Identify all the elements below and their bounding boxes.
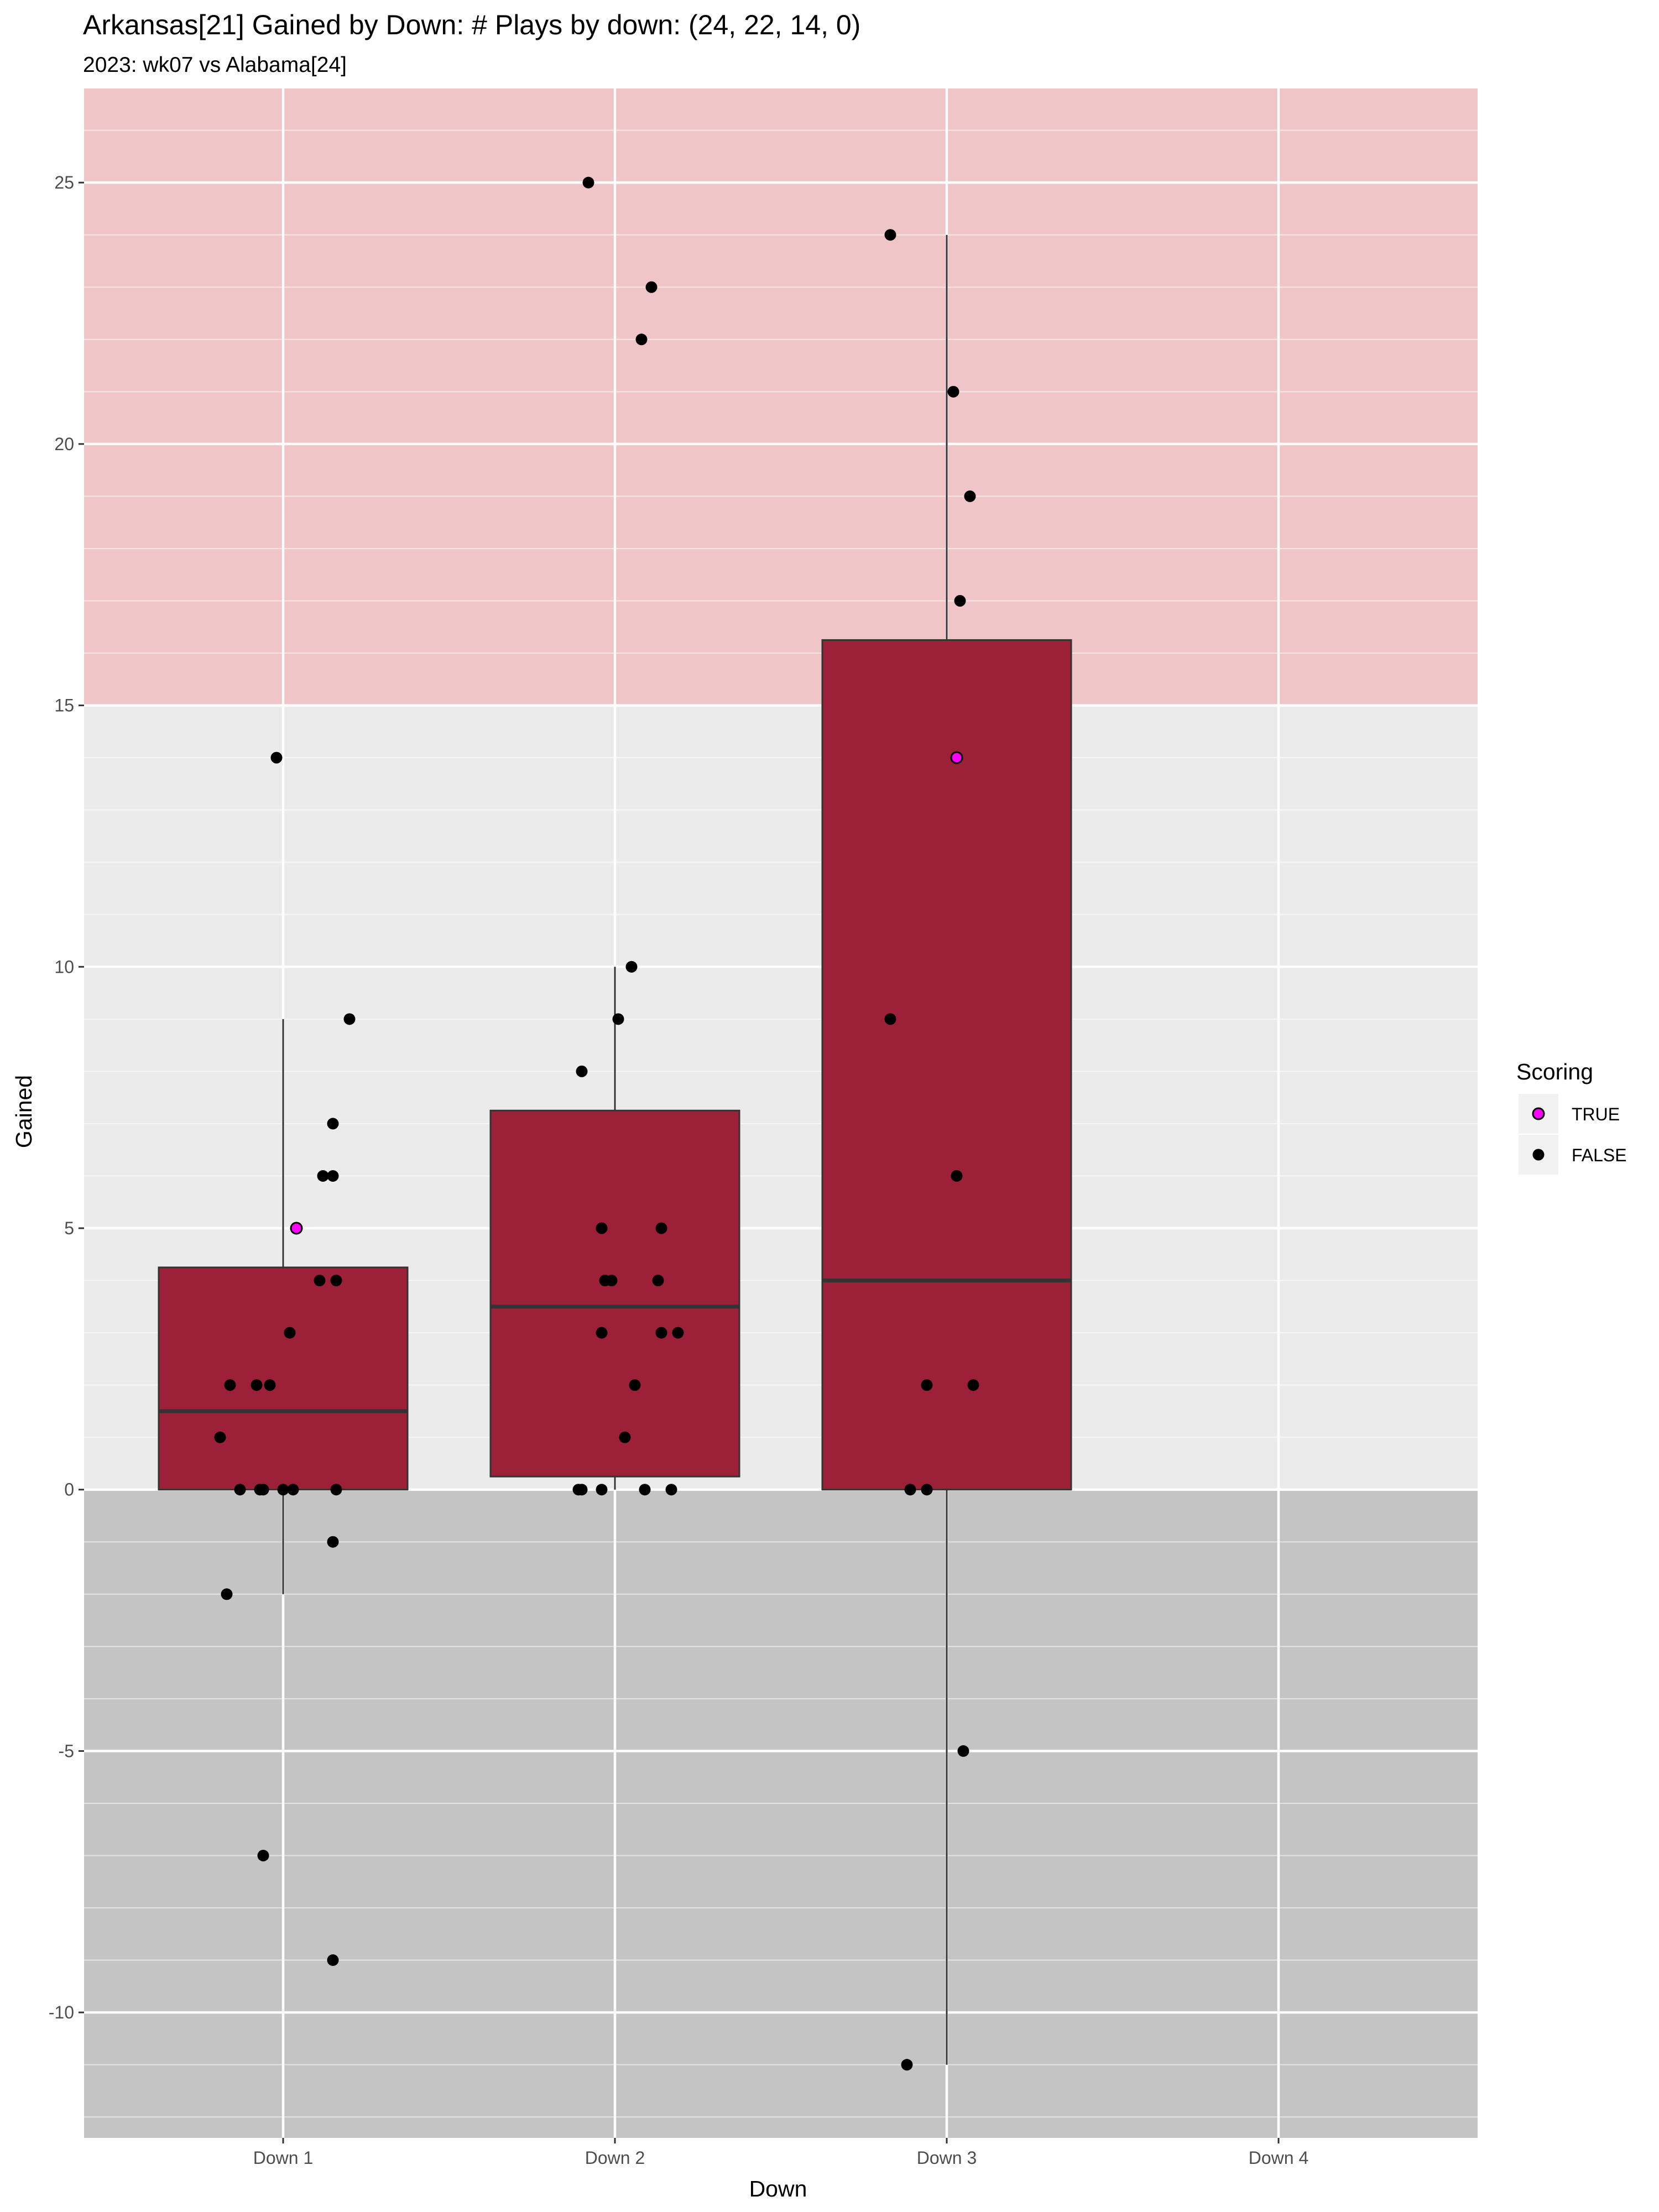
- data-point: [672, 1327, 684, 1339]
- data-point: [317, 1170, 329, 1182]
- data-point: [954, 595, 966, 607]
- data-point: [257, 1484, 269, 1496]
- data-point: [327, 1118, 339, 1130]
- data-point: [596, 1222, 608, 1234]
- chart-subtitle: 2023: wk07 vs Alabama[24]: [83, 53, 347, 77]
- data-point: [639, 1484, 651, 1496]
- x-tick-label: Down 2: [585, 2148, 645, 2168]
- data-point: [330, 1275, 342, 1287]
- y-tick-label: 10: [54, 957, 74, 977]
- x-axis-title: Down: [749, 2176, 807, 2201]
- data-point: [330, 1484, 342, 1496]
- data-point: [655, 1327, 667, 1339]
- data-point: [327, 1536, 339, 1548]
- data-point: [582, 176, 594, 189]
- data-point: [652, 1275, 664, 1287]
- whiskers: [282, 234, 948, 2065]
- data-point: [576, 1065, 588, 1077]
- x-tick-label: Down 1: [253, 2148, 314, 2168]
- data-point: [629, 1379, 641, 1391]
- data-point: [214, 1431, 226, 1443]
- data-point: [314, 1275, 326, 1287]
- y-axis-ticks: -10 -5 0 5 10 15 20 25: [49, 173, 84, 2022]
- data-points: [214, 176, 979, 2071]
- y-tick-label: -5: [59, 1741, 74, 1761]
- data-point: [957, 1745, 969, 1757]
- data-point: [251, 1379, 263, 1391]
- data-point: [967, 1379, 979, 1391]
- band-0: [84, 88, 1478, 706]
- data-point: [277, 1484, 289, 1496]
- chart-title: Arkansas[21] Gained by Down: # Plays by …: [83, 9, 860, 40]
- y-tick-label: 5: [64, 1218, 74, 1238]
- data-point: [606, 1275, 618, 1287]
- data-point: [645, 281, 658, 293]
- data-point: [596, 1327, 608, 1339]
- y-tick-label: -10: [49, 2002, 74, 2022]
- data-point: [635, 333, 648, 346]
- y-axis-title: Gained: [11, 1075, 36, 1148]
- data-point: [264, 1379, 276, 1391]
- x-tick-label: Down 4: [1249, 2148, 1309, 2168]
- data-point: [596, 1484, 608, 1496]
- data-point: [901, 2059, 913, 2071]
- legend-label: TRUE: [1572, 1104, 1620, 1124]
- legend-key-false: [1532, 1149, 1545, 1161]
- data-point: [343, 1013, 356, 1025]
- data-point: [270, 752, 283, 764]
- y-tick-label: 20: [54, 434, 74, 454]
- data-point: [287, 1484, 299, 1496]
- legend-title: Scoring: [1516, 1059, 1593, 1084]
- y-tick-label: 0: [64, 1480, 74, 1500]
- data-point: [655, 1222, 667, 1234]
- box-down-3: [821, 639, 1072, 1491]
- data-point: [665, 1484, 677, 1496]
- data-point: [947, 385, 959, 398]
- x-tick-label: Down 3: [917, 2148, 977, 2168]
- x-axis-ticks: Down 1 Down 2 Down 3 Down 4: [253, 2138, 1309, 2168]
- data-point: [951, 1170, 963, 1182]
- data-point: [224, 1379, 236, 1391]
- data-point: [904, 1484, 916, 1496]
- data-point: [921, 1379, 933, 1391]
- data-point: [221, 1588, 233, 1600]
- data-point: [284, 1327, 296, 1339]
- data-point: [327, 1954, 339, 1966]
- data-point: [964, 490, 976, 502]
- data-point: [576, 1484, 588, 1496]
- scoring-point: [290, 1222, 303, 1235]
- background-bands: [84, 88, 1478, 2138]
- data-point: [884, 1013, 896, 1025]
- data-point: [625, 961, 638, 973]
- legend-key-true: [1532, 1107, 1545, 1120]
- box-down-2: [489, 1109, 740, 1478]
- legend-label: FALSE: [1572, 1145, 1627, 1165]
- data-point: [234, 1484, 246, 1496]
- y-tick-label: 15: [54, 696, 74, 716]
- band-2: [84, 1489, 1478, 2138]
- boxes: [158, 639, 1072, 1491]
- data-point: [884, 229, 896, 241]
- data-point: [257, 1849, 269, 1861]
- y-tick-label: 25: [54, 173, 74, 192]
- data-point: [612, 1013, 624, 1025]
- data-point: [619, 1431, 631, 1443]
- legend: Scoring TRUE FALSE: [1516, 1059, 1627, 1175]
- scoring-point: [950, 751, 963, 764]
- data-point: [327, 1170, 339, 1182]
- box-down-1: [158, 1266, 409, 1491]
- data-point: [921, 1484, 933, 1496]
